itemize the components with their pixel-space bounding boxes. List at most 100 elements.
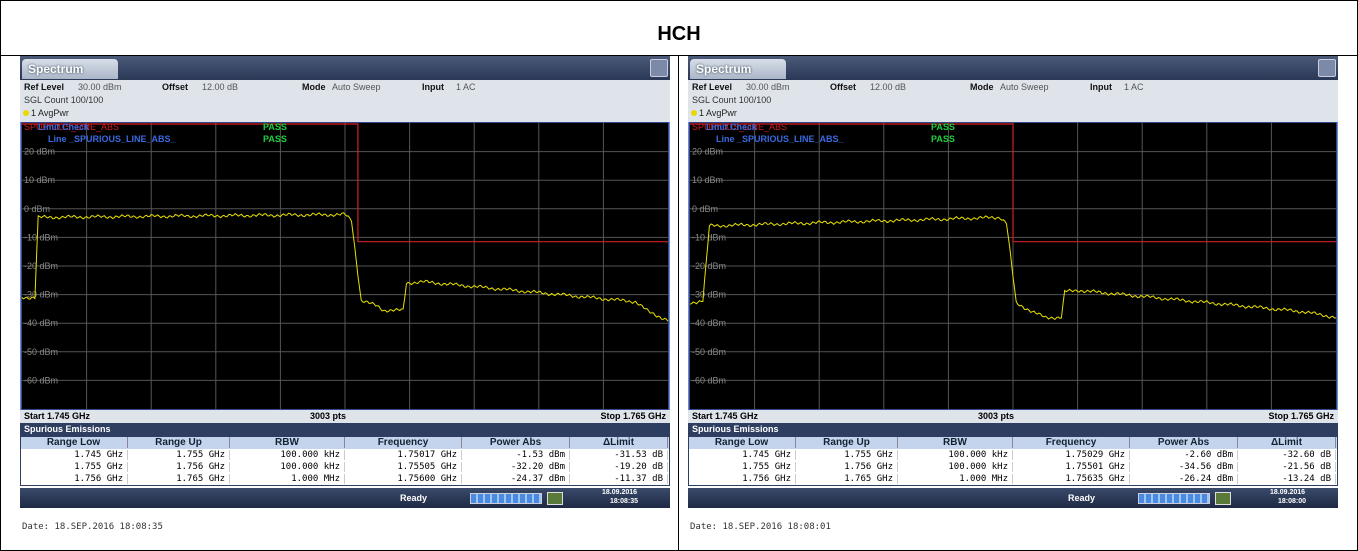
table-header-row: [689, 437, 1337, 449]
ref-level: 30.00 dBm: [746, 82, 790, 92]
status-icon: [547, 492, 563, 505]
table-cell: 1.756 GHz: [128, 462, 230, 472]
table-cell: 1.765 GHz: [796, 474, 898, 484]
column-header: Frequency: [1013, 437, 1130, 448]
table-title: Spurious Emissions: [24, 424, 111, 434]
column-header: Power Abs: [1130, 437, 1238, 448]
y-axis-label: -40 dBm: [24, 318, 58, 328]
menu-button: [1318, 59, 1336, 77]
trace: [21, 212, 669, 322]
column-header: Range Up: [128, 437, 230, 448]
status-time: 18:08:00: [1278, 498, 1307, 505]
y-axis-label: 10 dBm: [24, 175, 55, 185]
table-cell: -31.53 dB: [570, 450, 668, 460]
table-cell: 1.75017 GHz: [345, 450, 462, 460]
y-axis-label: -10 dBm: [24, 232, 58, 242]
sgl-count: SGL Count 100/100: [24, 95, 104, 105]
points-label: 3003 pts: [978, 411, 1015, 421]
table-cell: -13.24 dB: [1238, 474, 1336, 484]
status-bar: [688, 488, 1338, 508]
table-title-bar: [688, 423, 1338, 436]
limit-name: SPURIOUS_LINE_ABS: [692, 122, 787, 132]
y-axis-label: -10 dBm: [692, 232, 726, 242]
y-axis-label: 10 dBm: [692, 175, 723, 185]
offset: 12.00 dB: [202, 82, 239, 92]
table-cell: 1.75505 GHz: [345, 462, 462, 472]
spectrum-panel: Spectrum Ref Level 30.00 dBm Offset 12.00 dB…: [688, 56, 1338, 546]
input: 1 AC: [456, 82, 476, 92]
table-header-row: [21, 437, 669, 449]
line-result: PASS: [931, 134, 955, 144]
start-label: Start 1.745 GHz: [24, 411, 91, 421]
table-cell: 1.755 GHz: [20, 462, 128, 472]
table-cell: 1.745 GHz: [20, 450, 128, 460]
axis-bar: [688, 410, 1338, 423]
status-date: 18.09.2016: [1270, 489, 1306, 496]
trace-dot: [23, 110, 29, 116]
spectrum-plot: 20 dBm 10 dBm 0 dBm -10 dBm -20 dBm -30 dBm -4…: [20, 122, 670, 410]
column-header: Range Low: [688, 437, 796, 448]
y-axis-label: -20 dBm: [692, 261, 726, 271]
table-cell: -21.56 dB: [1238, 462, 1336, 472]
offset-label: Offset: [162, 82, 189, 92]
column-header: Range Low: [20, 437, 128, 448]
page-title: HCH: [657, 23, 701, 45]
input: 1 AC: [1124, 82, 1144, 92]
mode-label: Mode: [970, 82, 994, 92]
separator: [678, 55, 679, 550]
column-header: ΔLimit: [570, 437, 668, 448]
offset-label: Offset: [830, 82, 857, 92]
limit-line: [690, 123, 1336, 243]
column-header: Power Abs: [462, 437, 570, 448]
y-axis-label: -50 dBm: [24, 347, 58, 357]
table-title: Spurious Emissions: [692, 424, 779, 434]
table-cell: -24.37 dBm: [462, 474, 570, 484]
status-text: Ready: [1068, 493, 1096, 503]
limit-check: Limit Check: [38, 122, 90, 132]
table-cell: 100.000 kHz: [230, 450, 345, 460]
tab: Spectrum: [690, 59, 786, 79]
trace-label: 1 AvgPwr: [31, 108, 69, 118]
y-axis-label: -30 dBm: [692, 290, 726, 300]
stop-label: Stop 1.765 GHz: [1268, 411, 1334, 421]
table-cell: 1.765 GHz: [128, 474, 230, 484]
table-cell: 1.75029 GHz: [1013, 450, 1130, 460]
table-cell: -2.60 dBm: [1130, 450, 1238, 460]
table-cell: 1.000 MHz: [230, 474, 345, 484]
table-cell: 100.000 kHz: [898, 450, 1013, 460]
table-cell: 1.756 GHz: [20, 474, 128, 484]
footer-date: Date: 18.SEP.2016 18:08:35: [22, 522, 163, 532]
points-label: 3003 pts: [310, 411, 347, 421]
status-icon: [1215, 492, 1231, 505]
line-label: Line _SPURIOUS_LINE_ABS_: [716, 134, 845, 144]
separator: [1, 55, 1357, 56]
y-axis-label: 20 dBm: [692, 147, 723, 157]
status-bar: [20, 488, 670, 508]
footer-date: Date: 18.SEP.2016 18:08:01: [690, 522, 831, 532]
table-cell: -1.53 dBm: [462, 450, 570, 460]
table-cell: -32.20 dBm: [462, 462, 570, 472]
table-cell: 1.755 GHz: [128, 450, 230, 460]
table-cell: -32.60 dB: [1238, 450, 1336, 460]
progress-bar: [470, 493, 542, 504]
y-axis-label: -60 dBm: [24, 375, 58, 385]
column-header: ΔLimit: [1238, 437, 1336, 448]
column-header: Frequency: [345, 437, 462, 448]
ref-level-label: Ref Level: [692, 82, 733, 92]
status-date: 18.09.2016: [602, 489, 638, 496]
limit-name: SPURIOUS_LINE_ABS: [24, 122, 119, 132]
y-axis-label: -30 dBm: [24, 290, 58, 300]
status-text: Ready: [400, 493, 428, 503]
table-cell: -11.37 dB: [570, 474, 668, 484]
y-axis-label: 20 dBm: [24, 147, 55, 157]
table-cell: 1.745 GHz: [688, 450, 796, 460]
trace-label: 1 AvgPwr: [699, 108, 737, 118]
mode: Auto Sweep: [1000, 82, 1049, 92]
header: [688, 80, 1338, 122]
table-cell: 1.75635 GHz: [1013, 474, 1130, 484]
mode-label: Mode: [302, 82, 326, 92]
table-cell: 1.756 GHz: [796, 462, 898, 472]
table-cell: 1.756 GHz: [688, 474, 796, 484]
header: [20, 80, 670, 122]
